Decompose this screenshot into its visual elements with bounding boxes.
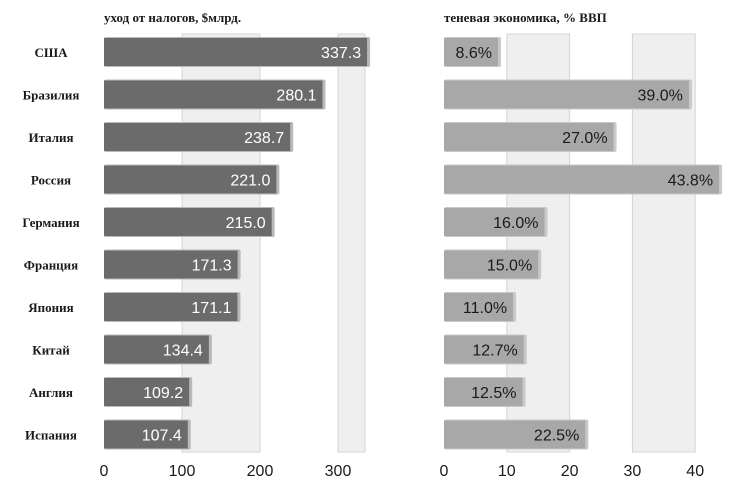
bar-Франция — [104, 250, 238, 279]
category-label: Испания — [25, 428, 77, 443]
left-x-tick-label: 300 — [325, 463, 352, 480]
left-value-label: 238.7 — [244, 130, 284, 147]
left-value-label: 171.3 — [192, 258, 232, 275]
bar-Бразилия — [444, 80, 689, 109]
bar-США — [104, 38, 368, 66]
bar-Франция — [444, 250, 539, 279]
left-value-label: 215.0 — [226, 215, 266, 232]
right-chart-panel: теневая экономика, % ВВП 8.6% 39.0% 27.0% 4… — [440, 10, 723, 480]
category-label: Италия — [28, 130, 73, 145]
right-x-tick-label: 0 — [440, 463, 449, 480]
category-label: Бразилия — [23, 88, 80, 103]
right-x-tick-labels: 0 10 20 30 40 — [440, 463, 705, 480]
bar-Россия — [444, 165, 720, 194]
left-x-tick-label: 100 — [169, 463, 196, 480]
bar-Китай — [444, 335, 524, 364]
category-label: Китай — [32, 343, 70, 358]
right-value-label: 43.8% — [668, 173, 713, 190]
right-chart-title: теневая экономика, % ВВП — [444, 10, 607, 25]
bar-Германия — [104, 208, 272, 236]
category-label: Германия — [22, 215, 79, 230]
left-chart-panel: уход от налогов, $млрд. США Бразилия Итали… — [22, 10, 371, 480]
left-value-label: 171.1 — [191, 300, 231, 317]
bar-Испания — [444, 420, 586, 449]
right-value-label: 8.6% — [456, 45, 492, 62]
right-value-label: 16.0% — [493, 215, 538, 232]
category-label: Англия — [29, 385, 73, 400]
left-value-labels: 337.3 280.1 238.7 221.0 215.0 171.3 171.1 134.4… — [142, 45, 361, 445]
left-value-label: 221.0 — [230, 173, 270, 190]
left-value-label: 337.3 — [321, 45, 361, 62]
left-value-label: 280.1 — [276, 88, 316, 105]
right-value-label: 12.5% — [471, 385, 516, 402]
category-label: Франция — [24, 258, 78, 273]
bar-США — [444, 38, 499, 66]
left-chart-title: уход от налогов, $млрд. — [104, 10, 241, 25]
left-x-tick-label: 0 — [100, 463, 109, 480]
right-value-label: 22.5% — [534, 428, 579, 445]
bar-Германия — [444, 208, 545, 236]
bar-Япония — [444, 293, 514, 321]
bar-Англия — [444, 378, 523, 406]
left-value-label: 107.4 — [142, 428, 182, 445]
bar-Бразилия — [104, 80, 323, 109]
bar-Россия — [104, 165, 277, 194]
right-value-label: 39.0% — [638, 88, 683, 105]
bar-Италия — [444, 123, 614, 151]
bar-Испания — [104, 420, 188, 449]
right-x-tick-label: 20 — [561, 463, 579, 480]
bar-Китай — [104, 335, 209, 364]
category-label: Япония — [28, 300, 73, 315]
bar-Италия — [104, 123, 291, 151]
bar-Англия — [104, 378, 190, 406]
left-bars — [104, 37, 371, 450]
category-label: США — [34, 45, 68, 60]
right-value-label: 11.0% — [463, 300, 507, 317]
left-x-tick-labels: 0 100 200 300 — [100, 463, 352, 480]
right-x-tick-label: 30 — [624, 463, 642, 480]
right-x-tick-label: 10 — [498, 463, 516, 480]
category-label: Россия — [31, 173, 71, 188]
right-value-label: 27.0% — [562, 130, 607, 147]
right-value-labels: 8.6% 39.0% 27.0% 43.8% 16.0% 15.0% 11.0% 12.7% 1… — [456, 45, 714, 445]
right-value-label: 12.7% — [472, 343, 517, 360]
left-value-label: 109.2 — [143, 385, 183, 402]
left-grid-band — [337, 33, 366, 453]
category-labels: США Бразилия Италия Россия Германия Франция Яп… — [22, 45, 79, 443]
left-value-label: 134.4 — [163, 343, 203, 360]
bar-Япония — [104, 293, 238, 321]
right-value-label: 15.0% — [487, 258, 532, 275]
right-x-tick-label: 40 — [686, 463, 704, 480]
right-bars — [444, 37, 723, 450]
left-x-tick-label: 200 — [247, 463, 274, 480]
